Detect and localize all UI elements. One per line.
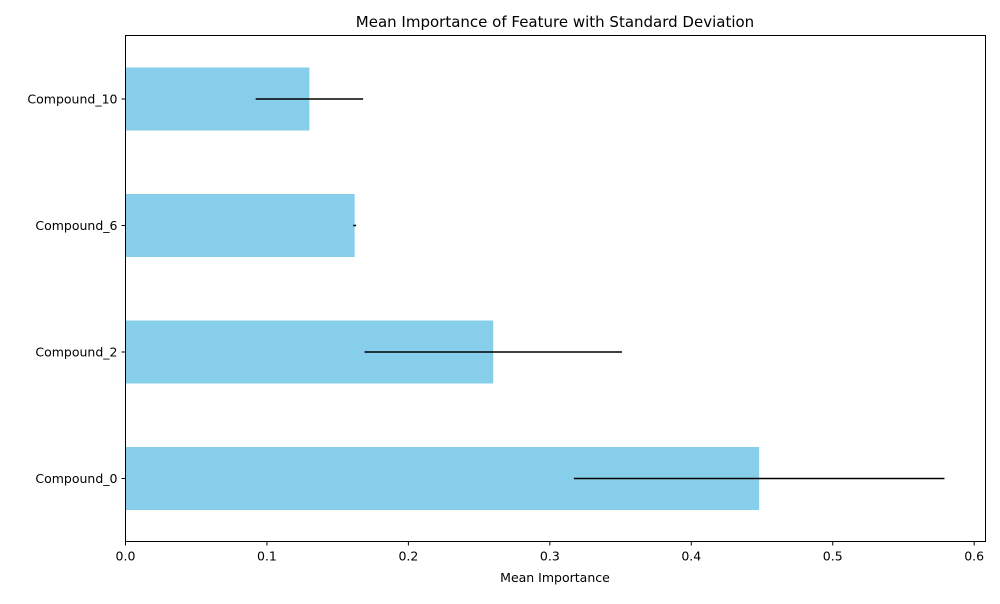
chart-title: Mean Importance of Feature with Standard… [356,13,754,31]
y-tick-label: Compound_10 [27,92,117,107]
x-tick-label: 0.3 [540,549,560,564]
x-tick-label: 0.6 [964,549,984,564]
x-tick-label: 0.1 [257,549,277,564]
y-axis-ticks: Compound_0 Compound_2 Compound_6 Compound_1… [27,92,126,486]
x-axis-ticks: 0.0 0.1 0.2 0.3 0.4 0.5 0.6 [116,541,984,564]
bars-group [125,67,760,510]
y-tick-label: Compound_0 [35,471,117,486]
x-tick-label: 0.4 [681,549,701,564]
x-tick-label: 0.2 [398,549,418,564]
x-axis-label: Mean Importance [500,570,610,585]
error-bars-group [255,98,945,480]
bar-compound-6 [125,194,355,257]
x-tick-label: 0.0 [116,549,136,564]
x-tick-label: 0.5 [823,549,843,564]
y-tick-label: Compound_6 [35,218,117,233]
plot-frame [125,35,986,542]
y-tick-label: Compound_2 [35,345,117,360]
